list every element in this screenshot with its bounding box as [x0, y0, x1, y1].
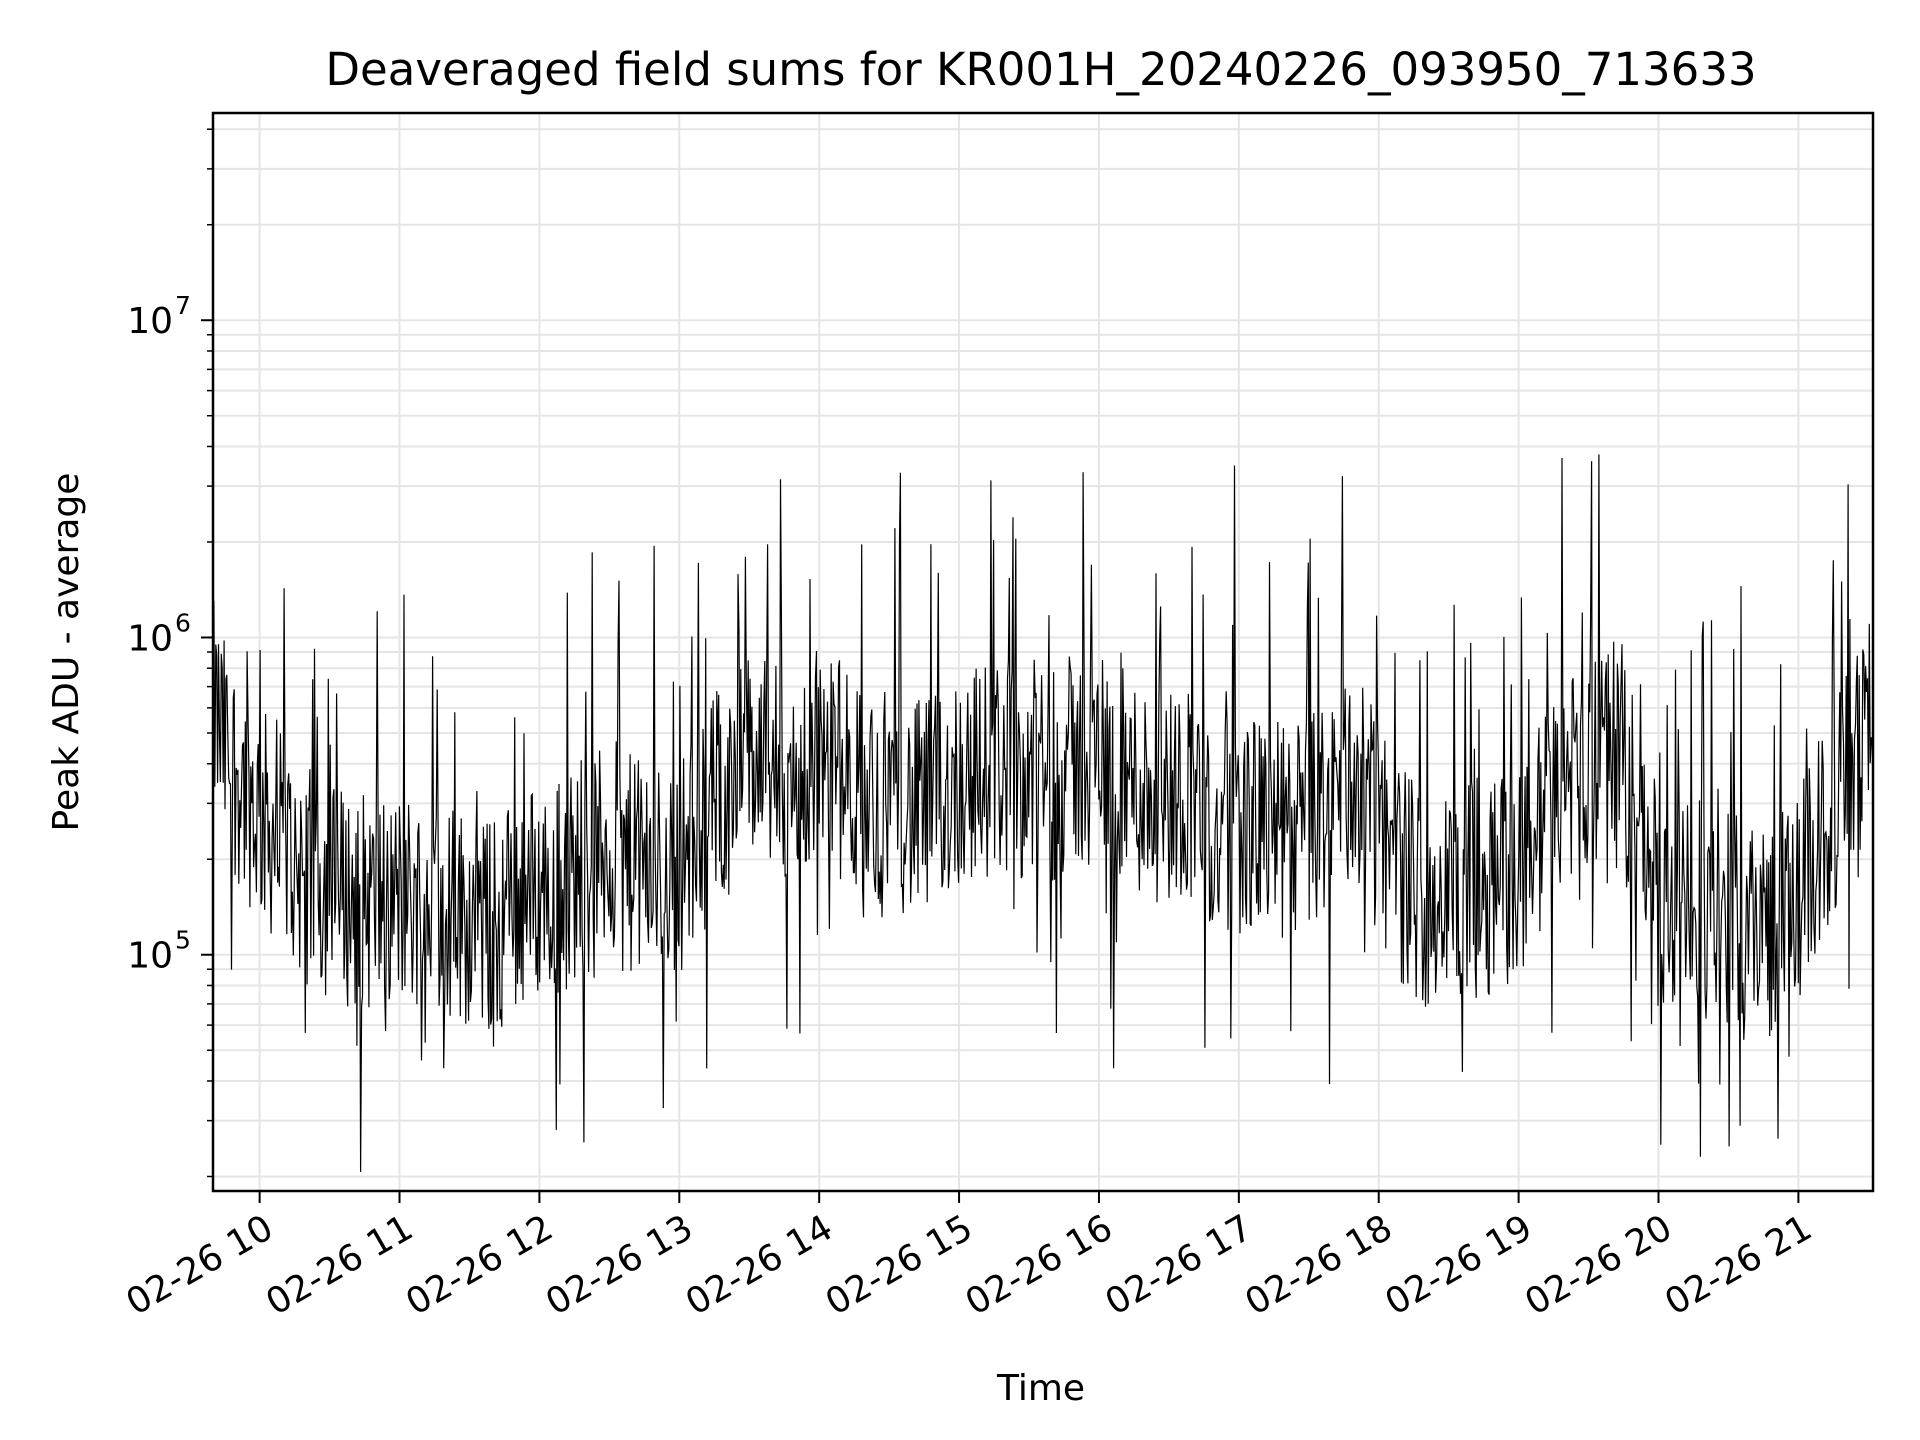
chart-title: Deaveraged field sums for KR001H_2024022…: [325, 43, 1756, 96]
series-layer: [212, 454, 1874, 1172]
x-axis-label: Time: [996, 1368, 1085, 1409]
y-tick-exponent: 7: [175, 291, 191, 320]
y-tick-exponent: 5: [175, 926, 191, 955]
y-tick-label: 10: [127, 618, 173, 659]
y-tick-exponent: 6: [175, 608, 191, 637]
y-tick-label: 10: [127, 936, 173, 977]
y-axis-label: Peak ADU - average: [46, 473, 87, 832]
series-line: [212, 454, 1874, 1172]
y-tick-label: 10: [127, 301, 173, 342]
